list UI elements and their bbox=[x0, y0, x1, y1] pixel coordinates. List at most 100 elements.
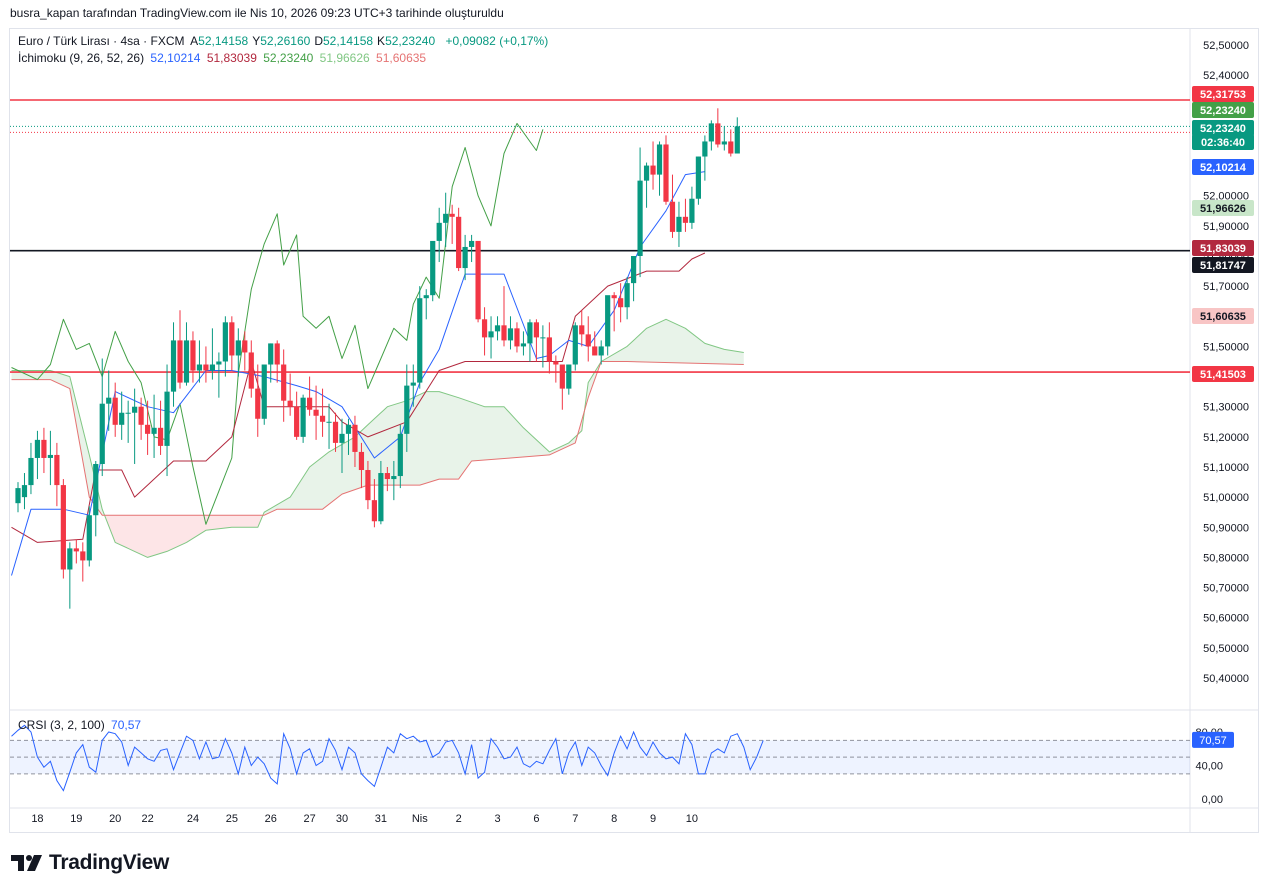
x-tick-label: 8 bbox=[611, 813, 617, 825]
ohlc-a: A52,14158 bbox=[190, 34, 248, 48]
ohlc-k: K52,23240 bbox=[377, 34, 435, 48]
price-tag-label: 52,10214 bbox=[1200, 162, 1247, 174]
crsi-tick-label: 0,00 bbox=[1202, 794, 1223, 806]
chart-frame bbox=[9, 28, 1259, 833]
candle-body bbox=[177, 340, 183, 383]
candle-body bbox=[99, 403, 105, 464]
ohlc-key: K bbox=[377, 34, 386, 48]
ichimoku-tenkan-value: 52,10214 bbox=[150, 51, 201, 65]
ichimoku-span-b-line bbox=[11, 361, 744, 516]
price-change: +0,09082 (+0,17%) bbox=[445, 34, 549, 48]
candle-body bbox=[80, 551, 86, 561]
candle-body bbox=[203, 364, 209, 371]
candle-body bbox=[702, 141, 708, 157]
ichimoku-title: İchimoku (9, 26, 52, 26) bbox=[18, 51, 145, 65]
price-tag bbox=[1192, 134, 1254, 150]
candle-body bbox=[734, 126, 740, 154]
y-tick-label: 52,40000 bbox=[1203, 70, 1249, 82]
candle-body bbox=[313, 409, 319, 416]
x-tick-label: 30 bbox=[336, 813, 348, 825]
candle-body bbox=[132, 406, 138, 413]
candle-body bbox=[566, 364, 572, 389]
candle-body bbox=[585, 334, 591, 347]
candle-body bbox=[261, 364, 267, 419]
ohlc-value: 52,14158 bbox=[322, 34, 374, 48]
price-tag bbox=[1192, 308, 1254, 324]
price-tag bbox=[1192, 120, 1254, 136]
price-tag-label: 51,96626 bbox=[1200, 203, 1246, 215]
ichimoku-cloud bbox=[264, 391, 577, 516]
candle-body bbox=[715, 123, 721, 145]
y-tick-label: 51,00000 bbox=[1203, 492, 1249, 504]
price-tag-label: 51,83039 bbox=[1200, 243, 1246, 255]
y-tick-label: 51,50000 bbox=[1203, 341, 1249, 353]
candle-body bbox=[695, 156, 701, 199]
candle-body bbox=[216, 361, 222, 365]
candle-body bbox=[605, 295, 611, 347]
main-pane bbox=[10, 99, 1190, 609]
candle-body bbox=[183, 340, 190, 383]
candle-body bbox=[138, 406, 144, 425]
candle-body bbox=[423, 295, 429, 299]
x-tick-label: 10 bbox=[686, 813, 698, 825]
candle-body bbox=[456, 216, 462, 269]
candle-body bbox=[443, 213, 449, 223]
candle-body bbox=[553, 361, 559, 365]
crsi-value-tag bbox=[1192, 731, 1234, 748]
ichimoku-cloud bbox=[105, 515, 263, 558]
candle-body bbox=[721, 141, 727, 145]
candle-body bbox=[728, 141, 734, 154]
tradingview-brand[interactable]: TradingView bbox=[11, 850, 169, 876]
candle-body bbox=[145, 424, 151, 434]
candle-body bbox=[514, 328, 520, 347]
candle-body bbox=[637, 180, 643, 256]
candle-body bbox=[86, 515, 92, 561]
candle-body bbox=[15, 488, 21, 504]
x-tick-label: 2 bbox=[456, 813, 462, 825]
ichimoku-spana-value: 51,96626 bbox=[319, 51, 370, 65]
candle-body bbox=[643, 165, 650, 181]
candle-body bbox=[527, 322, 533, 344]
candle-body bbox=[196, 364, 203, 371]
candle-body bbox=[546, 337, 552, 362]
ichimoku-span-a-line bbox=[11, 318, 744, 558]
tradingview-logo-icon bbox=[11, 855, 42, 871]
candle-body bbox=[488, 331, 494, 338]
crsi-pane bbox=[10, 724, 1190, 792]
candle-body bbox=[404, 385, 410, 434]
candle-body bbox=[339, 433, 345, 443]
candle-body bbox=[67, 548, 73, 570]
x-tick-label: 20 bbox=[109, 813, 121, 825]
candle-body bbox=[676, 216, 682, 232]
x-tick-label: 9 bbox=[650, 813, 656, 825]
candle-body bbox=[410, 382, 416, 386]
ichimoku-tenkan-line bbox=[11, 171, 705, 576]
candle-body bbox=[125, 412, 131, 414]
x-tick-label: Nis bbox=[412, 813, 428, 825]
y-tick-label: 51,70000 bbox=[1203, 281, 1249, 293]
symbol-legend[interactable]: Euro / Türk Lirası · 4sa · FXCM A52,1415… bbox=[18, 34, 551, 48]
crsi-legend[interactable]: CRSI (3, 2, 100) 70,57 bbox=[18, 718, 144, 732]
x-tick-label: 27 bbox=[303, 813, 315, 825]
ohlc-d: D52,14158 bbox=[314, 34, 373, 48]
candle-body bbox=[507, 328, 514, 341]
candle-body bbox=[209, 364, 215, 371]
y-tick-label: 50,40000 bbox=[1203, 673, 1249, 685]
y-tick-label: 51,20000 bbox=[1203, 432, 1249, 444]
candle-body bbox=[157, 427, 164, 446]
ichimoku-chikou-value: 52,23240 bbox=[263, 51, 314, 65]
ohlc-key: A bbox=[190, 34, 199, 48]
ichimoku-legend[interactable]: İchimoku (9, 26, 52, 26) 52,10214 51,830… bbox=[18, 51, 429, 65]
candle-body bbox=[222, 322, 228, 362]
crsi-value-tag-label: 70,57 bbox=[1199, 735, 1227, 747]
ohlc-value: 52,26160 bbox=[260, 34, 311, 48]
candle-body bbox=[93, 463, 99, 516]
candle-body bbox=[371, 500, 377, 522]
candle-body bbox=[501, 325, 507, 341]
price-tag-label: 52,31753 bbox=[1200, 89, 1246, 101]
crsi-line bbox=[11, 724, 764, 792]
candle-body bbox=[592, 346, 598, 356]
candle-body bbox=[430, 240, 436, 296]
candle-body bbox=[47, 454, 53, 458]
